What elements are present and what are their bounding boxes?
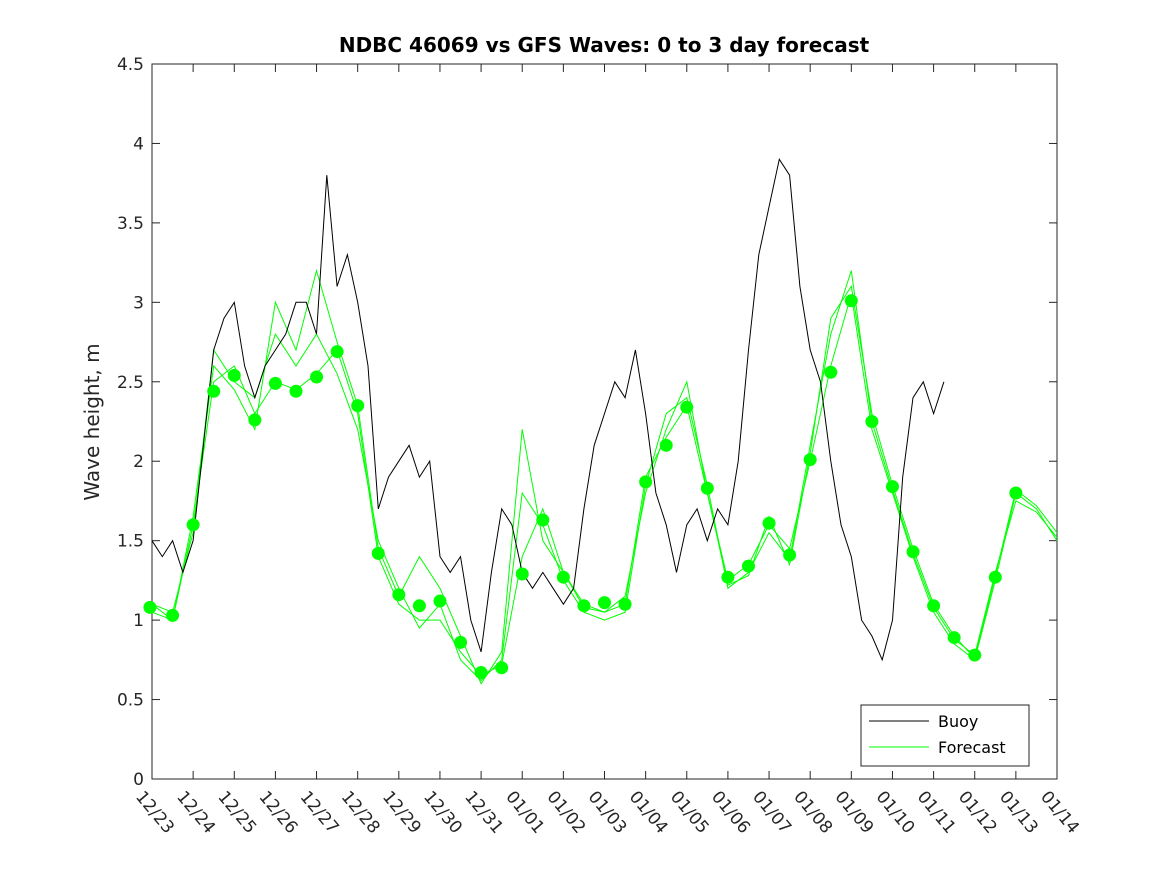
forecast-marker <box>700 481 714 495</box>
buoy-line <box>151 158 945 662</box>
forecast-marker <box>577 599 591 613</box>
forecast-run-line <box>151 270 1058 682</box>
y-tick-label: 4.5 <box>117 55 144 75</box>
forecast-marker <box>310 370 324 384</box>
forecast-marker <box>598 596 611 610</box>
forecast-marker <box>248 413 262 427</box>
forecast-marker <box>885 480 899 494</box>
y-tick-label: 1.5 <box>117 532 144 552</box>
plot-area <box>151 63 1058 780</box>
forecast-marker <box>824 365 838 379</box>
y-tick-label: 2 <box>133 452 144 472</box>
forecast-marker <box>721 570 735 584</box>
forecast-markers <box>143 294 1023 680</box>
forecast-marker <box>1009 486 1023 500</box>
chart-title: NDBC 46069 vs GFS Waves: 0 to 3 day fore… <box>339 33 870 57</box>
forecast-marker <box>639 475 653 489</box>
forecast-marker <box>618 597 632 611</box>
forecast-marker <box>927 599 941 613</box>
y-tick-label: 3 <box>133 293 144 313</box>
legend-forecast-label: Forecast <box>938 738 1006 757</box>
forecast-marker <box>803 453 817 467</box>
forecast-marker <box>762 516 776 530</box>
forecast-marker <box>330 345 344 359</box>
forecast-marker <box>680 400 694 414</box>
buoy-series <box>151 158 945 662</box>
forecast-run-line <box>151 268 1058 685</box>
legend: Buoy Forecast <box>860 704 1030 767</box>
forecast-marker <box>289 384 303 398</box>
forecast-marker <box>474 666 488 680</box>
y-axis-label: Wave height, m <box>80 343 104 500</box>
y-tick-label: 2.5 <box>117 373 144 393</box>
forecast-marker <box>143 600 157 614</box>
y-tick-label: 3.5 <box>117 214 144 234</box>
y-tick-label: 0.5 <box>117 691 144 711</box>
forecast-marker <box>351 399 365 413</box>
forecast-marker <box>556 570 570 584</box>
forecast-marker <box>844 294 858 308</box>
forecast-runs <box>151 268 1058 685</box>
forecast-marker <box>392 588 406 602</box>
forecast-marker <box>207 384 221 398</box>
forecast-marker <box>783 548 797 562</box>
forecast-marker <box>186 518 200 532</box>
y-tick-label: 1 <box>133 611 144 631</box>
forecast-marker <box>495 661 509 675</box>
forecast-marker <box>865 415 879 428</box>
forecast-marker <box>947 631 961 645</box>
forecast-marker <box>659 438 673 452</box>
forecast-marker <box>536 513 550 527</box>
forecast-marker <box>371 546 385 560</box>
forecast-marker <box>433 594 447 608</box>
legend-buoy-label: Buoy <box>938 712 978 731</box>
forecast-marker <box>454 635 468 649</box>
legend-box <box>860 704 1030 767</box>
forecast-marker <box>741 559 755 573</box>
forecast-marker <box>515 567 529 581</box>
forecast-marker <box>906 545 920 559</box>
forecast-marker <box>166 608 180 622</box>
forecast-marker <box>968 648 982 662</box>
forecast-marker <box>268 376 282 390</box>
forecast-marker <box>227 368 241 382</box>
y-tick-label: 0 <box>133 770 144 790</box>
forecast-marker <box>412 599 426 613</box>
y-tick-label: 4 <box>133 134 144 154</box>
forecast-marker <box>988 570 1002 584</box>
